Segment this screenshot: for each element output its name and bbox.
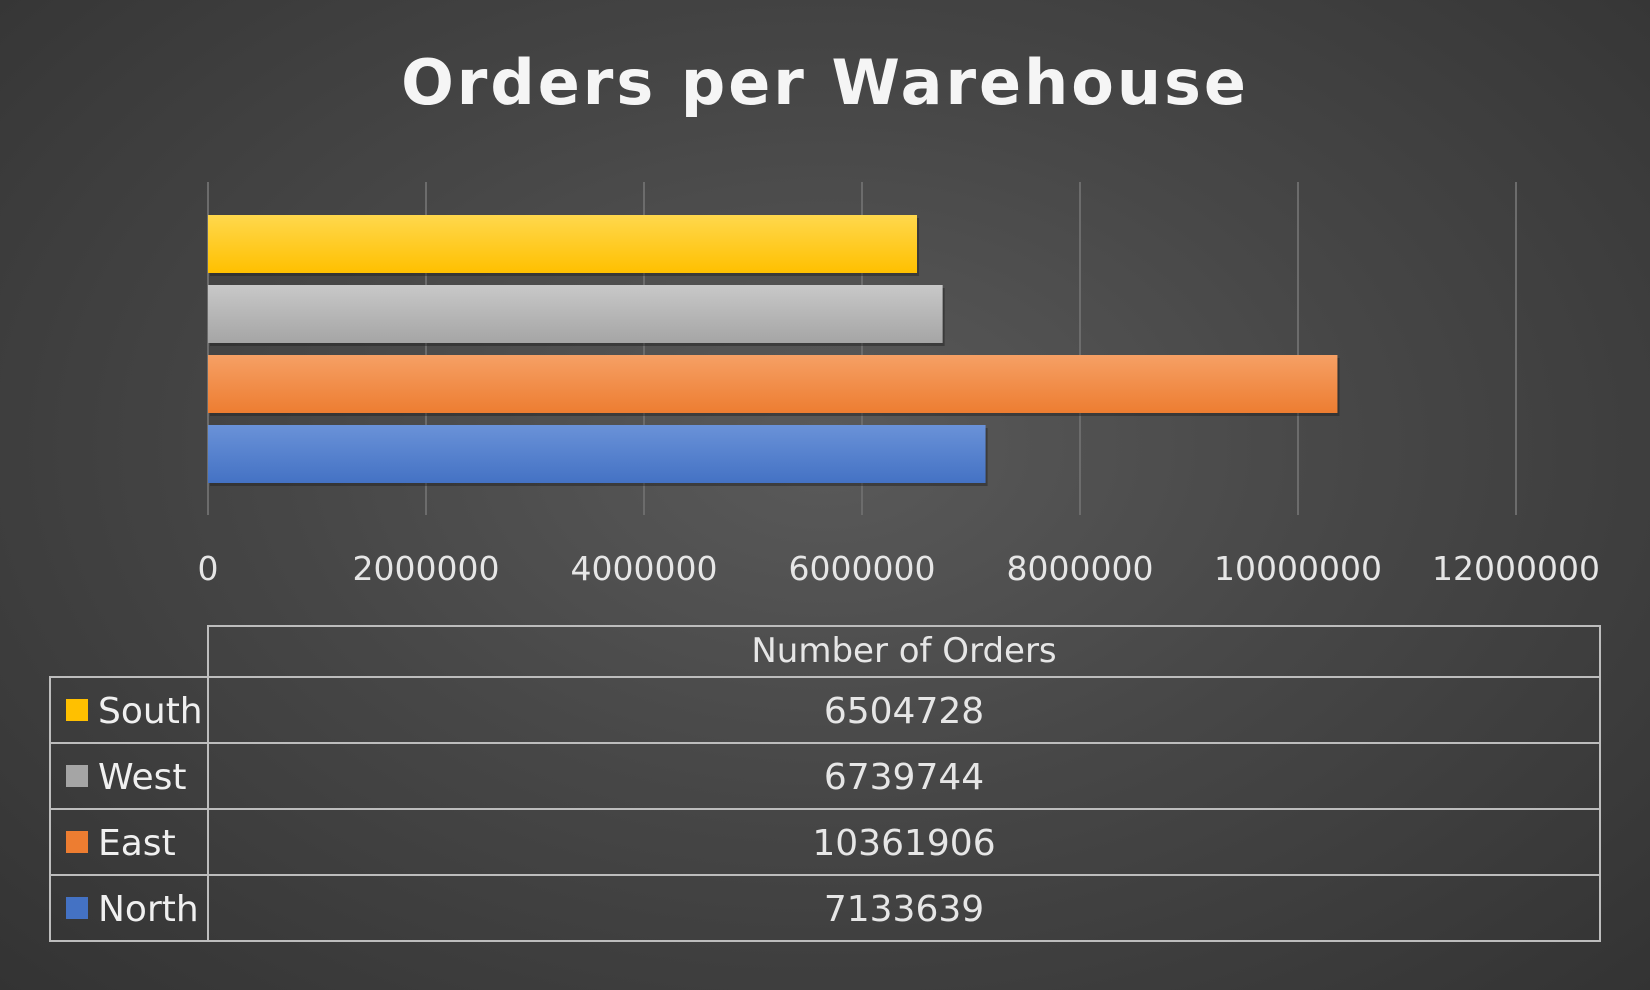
- chart-title: Orders per Warehouse: [401, 46, 1249, 119]
- data-table-value: 6739744: [824, 757, 984, 798]
- x-tick-label: 2000000: [353, 549, 500, 588]
- data-table-header: Number of Orders: [751, 631, 1056, 671]
- bar-east: [208, 355, 1338, 413]
- data-table-value: 6504728: [824, 691, 984, 732]
- legend-key-north: [66, 897, 88, 919]
- legend-key-east: [66, 831, 88, 853]
- x-tick-label: 4000000: [571, 549, 718, 588]
- data-table-category: East: [98, 823, 176, 864]
- legend-key-west: [66, 765, 88, 787]
- x-tick-label: 6000000: [789, 549, 936, 588]
- x-tick-label: 8000000: [1007, 549, 1154, 588]
- data-table-value: 10361906: [812, 823, 995, 864]
- bars: [208, 215, 1340, 486]
- data-table-category: West: [98, 757, 187, 798]
- bar-west: [208, 285, 943, 343]
- legend-key-south: [66, 699, 88, 721]
- bar-south: [208, 215, 918, 273]
- data-table-category: South: [98, 691, 203, 732]
- x-tick-label: 0: [198, 549, 219, 588]
- x-tick-label: 12000000: [1432, 549, 1600, 588]
- data-table-category: North: [98, 889, 199, 930]
- x-axis-tick-labels: 0 2000000 4000000 6000000 8000000 10000000 120…: [198, 549, 1600, 588]
- data-table: Number of Orders South 6504728 West 6739744…: [49, 625, 1601, 942]
- bar-north: [208, 425, 986, 483]
- data-table-value: 7133639: [824, 889, 984, 930]
- x-tick-label: 10000000: [1214, 549, 1382, 588]
